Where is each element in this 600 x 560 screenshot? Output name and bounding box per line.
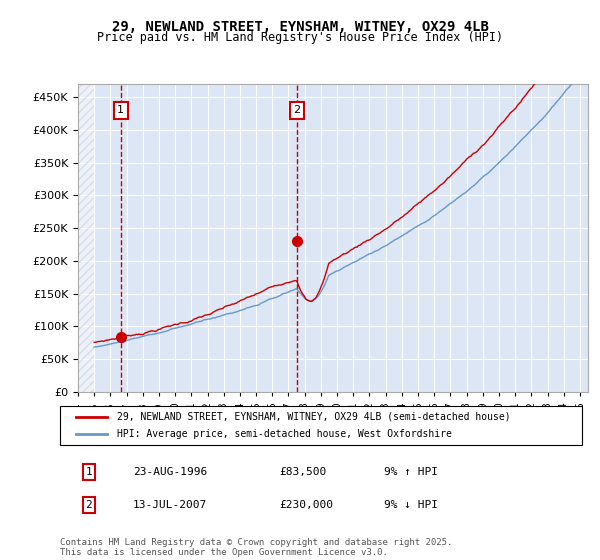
Text: 2: 2 <box>85 500 92 510</box>
Text: 13-JUL-2007: 13-JUL-2007 <box>133 500 208 510</box>
Text: HPI: Average price, semi-detached house, West Oxfordshire: HPI: Average price, semi-detached house,… <box>118 429 452 439</box>
Text: 1: 1 <box>117 105 124 115</box>
Bar <box>78 84 94 392</box>
Text: £230,000: £230,000 <box>279 500 333 510</box>
Text: 1: 1 <box>85 467 92 477</box>
Text: 29, NEWLAND STREET, EYNSHAM, WITNEY, OX29 4LB (semi-detached house): 29, NEWLAND STREET, EYNSHAM, WITNEY, OX2… <box>118 412 511 422</box>
Text: Price paid vs. HM Land Registry's House Price Index (HPI): Price paid vs. HM Land Registry's House … <box>97 31 503 44</box>
Text: 2: 2 <box>293 105 301 115</box>
Text: £83,500: £83,500 <box>279 467 326 477</box>
Text: Contains HM Land Registry data © Crown copyright and database right 2025.
This d: Contains HM Land Registry data © Crown c… <box>60 538 452 557</box>
Text: 23-AUG-1996: 23-AUG-1996 <box>133 467 208 477</box>
Text: 9% ↑ HPI: 9% ↑ HPI <box>383 467 437 477</box>
FancyBboxPatch shape <box>60 406 582 445</box>
Text: 29, NEWLAND STREET, EYNSHAM, WITNEY, OX29 4LB: 29, NEWLAND STREET, EYNSHAM, WITNEY, OX2… <box>112 20 488 34</box>
Text: 9% ↓ HPI: 9% ↓ HPI <box>383 500 437 510</box>
